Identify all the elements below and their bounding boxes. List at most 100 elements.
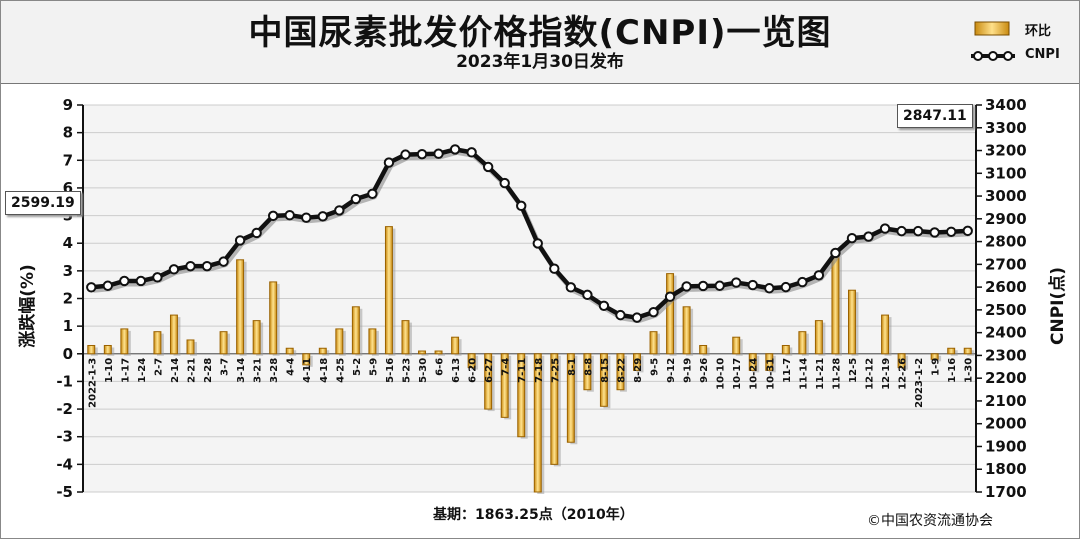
x-tick-label: 10-17 xyxy=(732,358,743,390)
x-tick-label: 3-21 xyxy=(253,358,264,383)
left-tick-label: 3 xyxy=(63,262,73,280)
bar xyxy=(533,353,542,493)
cnpi-point xyxy=(648,306,659,318)
left-axis-title: 涨跌幅(%) xyxy=(17,264,38,348)
cnpi-point xyxy=(863,231,874,242)
release-date: 2023年1月30日发布 xyxy=(456,52,624,72)
cnpi-point xyxy=(764,283,775,294)
x-tick-label: 5-30 xyxy=(418,358,429,383)
x-tick-labels: 2022-1-3 1-10 1-17 1-24 2-7 2-14 2-21 2-28 3-7 3-… xyxy=(87,358,974,408)
bar xyxy=(451,336,460,355)
bar xyxy=(633,353,641,371)
bar-swatch-icon xyxy=(974,21,1010,36)
gridlines xyxy=(83,104,976,493)
x-tick-label: 11-7 xyxy=(782,358,793,383)
bar xyxy=(219,331,228,355)
cnpi-point xyxy=(383,157,395,168)
left-tick-label: 9 xyxy=(63,96,73,114)
cnpi-point xyxy=(945,226,957,237)
x-tick-label: 11-28 xyxy=(831,358,842,390)
right-tick-label: 2600 xyxy=(985,278,1027,296)
right-tick-label: 2400 xyxy=(985,324,1027,342)
left-tick-label: 6 xyxy=(63,179,73,197)
left-tick-label: -5 xyxy=(56,483,73,501)
cnpi-point xyxy=(86,282,97,293)
cnpi-point xyxy=(532,238,543,249)
x-tick-label: 2-21 xyxy=(186,358,197,383)
right-tick-label: 1700 xyxy=(985,483,1027,501)
cnpi-point xyxy=(218,256,229,267)
cnpi-point xyxy=(119,275,130,287)
bar xyxy=(368,328,377,355)
bar xyxy=(765,353,774,371)
x-tick-label: 2-28 xyxy=(203,358,214,383)
cnpi-point xyxy=(797,276,808,288)
bar xyxy=(583,353,592,391)
cnpi-point xyxy=(400,149,411,160)
cnpi-point xyxy=(549,263,560,274)
bar xyxy=(649,331,658,355)
legend-item-line: CNPI xyxy=(969,47,1069,67)
cnpi-point xyxy=(747,279,758,291)
x-tick-label: 9-26 xyxy=(699,358,710,383)
right-tick-label: 2100 xyxy=(985,392,1027,410)
right-tick-label: 3000 xyxy=(985,187,1027,205)
right-tick-label: 1800 xyxy=(985,460,1027,478)
bar xyxy=(748,353,757,371)
cnpi-point xyxy=(267,210,279,222)
right-tick-label: 2200 xyxy=(985,369,1027,387)
cnpi-point xyxy=(317,211,328,222)
x-tick-label: 9-5 xyxy=(650,358,661,376)
bar xyxy=(881,314,890,355)
left-tick-label: 0 xyxy=(63,345,73,363)
cnpi-point xyxy=(664,291,676,302)
bar xyxy=(781,344,790,355)
bar xyxy=(169,314,178,355)
x-tick-label: 9-19 xyxy=(683,358,694,383)
bar xyxy=(897,353,906,369)
bar xyxy=(302,353,311,366)
right-axis-title: CNPI(点) xyxy=(1047,267,1068,345)
cnpi-point xyxy=(135,275,147,287)
base-period-note: 基期：1863.25点（2010年） xyxy=(433,507,634,523)
right-tick-label: 3400 xyxy=(985,96,1027,114)
cnpi-point xyxy=(251,227,262,239)
left-tick-label: 7 xyxy=(63,151,73,169)
cnpi-point xyxy=(201,260,213,272)
copyright: ©中国农资流通协会 xyxy=(867,513,993,529)
x-tick-label: 10-10 xyxy=(716,358,727,390)
bar xyxy=(682,306,691,355)
cnpi-point xyxy=(879,223,891,234)
legend-item-bar: 环比 xyxy=(969,20,1069,40)
header: 中国尿素批发价格指数(CNPI)一览图 2023年1月30日发布 环比 xyxy=(1,1,1079,84)
bar xyxy=(87,344,96,355)
bar xyxy=(500,353,509,418)
cnpi-point xyxy=(301,212,312,223)
right-tick-label: 2800 xyxy=(985,233,1027,251)
last-value-callout: 2847.11 xyxy=(897,104,973,128)
bar xyxy=(947,347,956,355)
x-tick-label: 4-18 xyxy=(319,358,330,383)
x-tick-label: 4-4 xyxy=(286,358,297,376)
cnpi-point xyxy=(168,264,180,275)
cnpi-point xyxy=(350,193,362,205)
bar-shadow xyxy=(438,353,446,356)
cnpi-point xyxy=(615,309,626,321)
cnpi-point xyxy=(598,300,610,311)
left-tick-label: 2 xyxy=(63,290,73,308)
bar xyxy=(153,331,162,355)
x-tick-label: 7-11 xyxy=(517,358,528,383)
x-tick-label: 1-30 xyxy=(964,358,975,383)
cnpi-point xyxy=(780,281,792,293)
x-tick-label: 3-7 xyxy=(220,358,231,376)
first-value-callout: 2599.19 xyxy=(5,191,81,215)
legend-label-bar: 环比 xyxy=(1025,24,1052,39)
bar xyxy=(616,353,625,391)
bar-series xyxy=(87,226,975,494)
bar xyxy=(285,347,294,355)
x-tick-label: 12-19 xyxy=(881,358,892,390)
bar xyxy=(384,226,393,355)
x-tick-label: 12-26 xyxy=(898,358,909,390)
cnpi-point xyxy=(516,200,527,212)
